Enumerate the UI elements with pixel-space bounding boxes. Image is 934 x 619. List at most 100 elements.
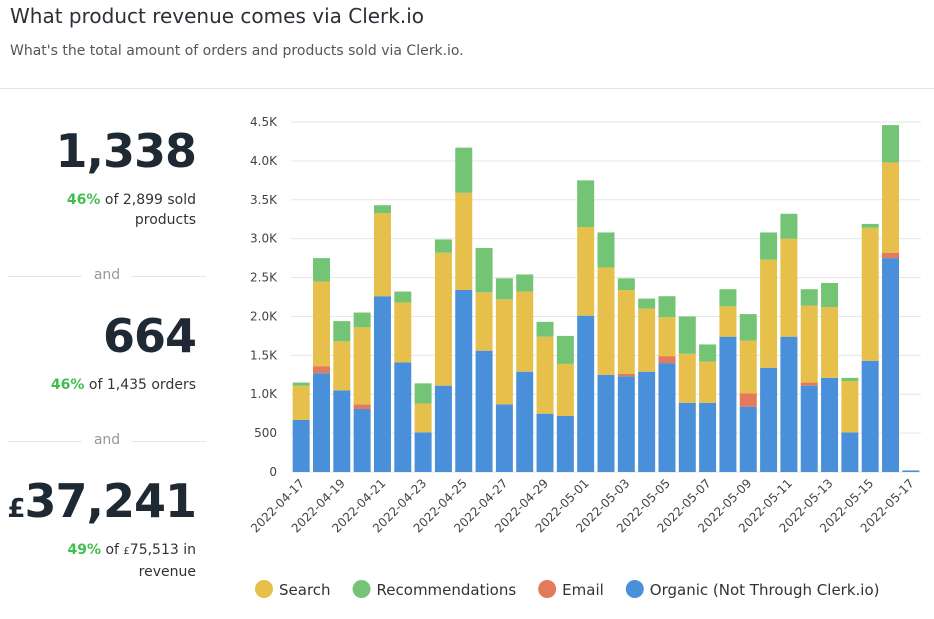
bar-segment xyxy=(292,419,310,472)
separator: and xyxy=(8,432,206,448)
stat-text: of 2,899 sold products xyxy=(104,192,196,228)
subtitle: What's the total amount of orders and pr… xyxy=(10,43,464,59)
bar-segment xyxy=(699,361,717,403)
bar-segment xyxy=(333,390,351,472)
y-tick-label: 500 xyxy=(254,426,277,440)
bar-segment xyxy=(821,283,839,308)
stat-desc: 46% of 2,899 sold products xyxy=(36,190,196,230)
bar-segment xyxy=(861,223,879,228)
bar-segment xyxy=(414,403,432,433)
bar-segment xyxy=(353,312,371,328)
bar-segment xyxy=(577,315,595,472)
bar-segment xyxy=(780,238,798,337)
bar-segment xyxy=(841,432,859,472)
stat-desc: 49% of £75,513 in revenue xyxy=(36,540,197,582)
bar-segment xyxy=(536,413,554,472)
bar-segment xyxy=(699,402,717,472)
bar-segment xyxy=(800,289,818,306)
legend-swatch xyxy=(625,580,644,598)
stat-small-currency: £ xyxy=(123,546,130,557)
stat-pct: 49% xyxy=(67,542,102,558)
bar-segment xyxy=(882,162,900,253)
bar-segment xyxy=(475,292,493,351)
bar-segment xyxy=(516,371,534,472)
bar-segment xyxy=(719,289,737,307)
bar-segment xyxy=(658,296,676,318)
y-tick-label: 1.5K xyxy=(250,348,278,362)
y-tick-label: 3.5K xyxy=(250,193,278,207)
bar-segment xyxy=(434,239,452,253)
bar-segment xyxy=(861,227,879,361)
bar-segment xyxy=(760,232,778,260)
bar-segment xyxy=(292,382,310,386)
stat-revenue: £37,241 49% of £75,513 in revenue xyxy=(7,474,197,582)
bar-segment xyxy=(556,416,574,472)
stat-value: 1,338 xyxy=(55,124,197,178)
bar-segment xyxy=(800,382,818,386)
bar-segment xyxy=(617,290,635,374)
legend-label: Recommendations xyxy=(377,581,517,599)
legend-label: Email xyxy=(562,581,604,599)
legend-swatch xyxy=(538,580,557,598)
bar-segment xyxy=(475,350,493,472)
bar-segment xyxy=(292,385,310,420)
stat-pct: 46% xyxy=(66,192,101,208)
bar-segment xyxy=(617,376,635,472)
bar-segment xyxy=(577,227,595,316)
stat-pct: 46% xyxy=(50,377,85,393)
bar-segment xyxy=(353,404,371,409)
bar-segment xyxy=(597,232,615,268)
bar-segment xyxy=(455,147,473,193)
bar-segment xyxy=(739,406,757,472)
bar-segment xyxy=(760,367,778,472)
bar-segment xyxy=(312,373,330,472)
stat-text: 75,513 in revenue xyxy=(129,542,196,580)
y-tick-label: 2.0K xyxy=(250,309,278,323)
stat-products: 1,338 46% of 2,899 sold products xyxy=(36,124,197,230)
bar-segment xyxy=(373,205,391,213)
bar-segment xyxy=(394,362,412,472)
bar-segment xyxy=(638,298,656,309)
bar-segment xyxy=(719,336,737,472)
bar-segment xyxy=(414,432,432,472)
bar-segment xyxy=(780,213,798,239)
bar-segment xyxy=(333,321,351,342)
stat-prefix: of xyxy=(105,542,119,558)
bar-segment xyxy=(739,314,757,341)
bar-segment xyxy=(800,305,818,383)
stat-value: 664 xyxy=(102,309,197,363)
bar-segment xyxy=(658,317,676,357)
bar-segment xyxy=(882,252,900,259)
bar-segment xyxy=(394,302,412,363)
bar-segment xyxy=(516,274,534,292)
bar-segment xyxy=(577,180,595,227)
legend-swatch xyxy=(255,580,273,598)
bar-segment xyxy=(434,252,452,386)
y-tick-label: 0 xyxy=(269,465,277,479)
bar-segment xyxy=(556,335,574,364)
bar-segment xyxy=(678,402,696,472)
bar-segment xyxy=(617,278,635,290)
bar-segment xyxy=(780,336,798,472)
bar-segment xyxy=(536,321,554,337)
stat-value-row: £37,241 xyxy=(7,474,197,528)
bar-segment xyxy=(475,248,493,293)
stat-desc: 46% of 1,435 orders xyxy=(36,375,196,395)
title: What product revenue comes via Clerk.io xyxy=(10,4,425,28)
bar-segment xyxy=(373,213,391,297)
divider xyxy=(0,88,934,89)
bar-segment xyxy=(414,383,432,404)
legend-label: Organic (Not Through Clerk.io) xyxy=(650,581,880,599)
stat-orders: 664 46% of 1,435 orders xyxy=(36,309,197,395)
bar-segment xyxy=(353,409,371,472)
y-tick-label: 3.0K xyxy=(250,232,278,246)
bar-segment xyxy=(333,341,351,391)
bar-segment xyxy=(719,306,737,337)
bar-segment xyxy=(841,377,859,381)
legend-label: Search xyxy=(279,581,331,599)
bar-segment xyxy=(821,307,839,378)
bar-segment xyxy=(658,356,676,364)
bar-segment xyxy=(861,360,879,472)
bar-segment xyxy=(394,291,412,303)
bar-segment xyxy=(597,374,615,472)
